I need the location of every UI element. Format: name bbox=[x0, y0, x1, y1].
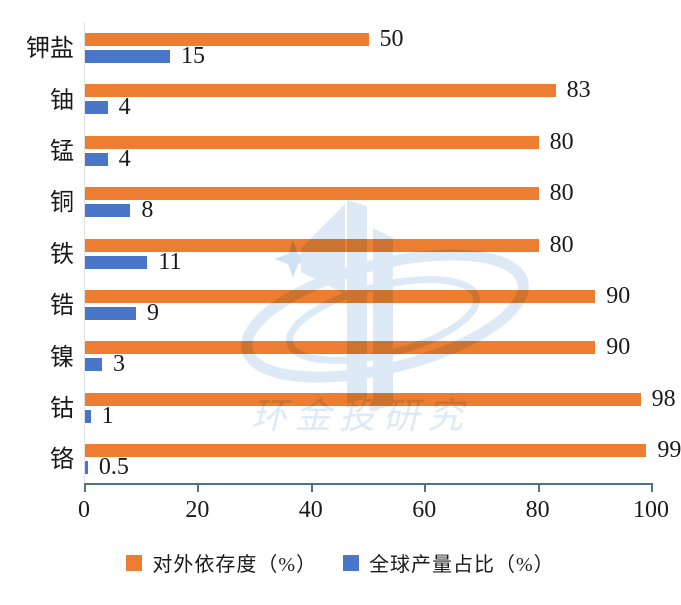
category-row: 钾盐 50 15 bbox=[0, 20, 681, 71]
legend: 对外依存度（%） 全球产量占比（%） bbox=[0, 548, 681, 577]
value-label: 98 bbox=[651, 385, 676, 412]
dependency-bar bbox=[85, 238, 539, 252]
bar-group: 80 8 bbox=[85, 174, 681, 225]
dependency-bar bbox=[85, 444, 647, 458]
production-bar bbox=[85, 50, 171, 63]
category-row: 铀 83 4 bbox=[0, 71, 681, 122]
value-label: 90 bbox=[606, 334, 631, 361]
x-axis-tick-label: 60 bbox=[412, 497, 437, 523]
value-label: 50 bbox=[379, 26, 404, 52]
production-bar bbox=[85, 101, 108, 115]
production-bar bbox=[85, 461, 88, 475]
x-axis-line bbox=[84, 483, 651, 485]
x-axis-tick bbox=[310, 483, 313, 492]
value-label: 90 bbox=[606, 282, 631, 309]
x-axis-tick-label: 40 bbox=[298, 497, 323, 523]
category-label: 铀 bbox=[50, 87, 74, 114]
category-row: 铜 80 8 bbox=[0, 174, 681, 225]
bar-group: 90 9 bbox=[85, 277, 681, 328]
legend-swatch-blue-icon bbox=[343, 554, 359, 571]
value-label: 99 bbox=[657, 437, 681, 464]
production-bar bbox=[85, 358, 102, 372]
value-label: 0.5 bbox=[98, 454, 129, 481]
production-bar bbox=[85, 152, 108, 166]
x-axis-tick bbox=[651, 483, 653, 492]
x-axis-tick bbox=[537, 483, 540, 492]
value-label: 1 bbox=[101, 402, 114, 429]
bar-group: 99 0.5 bbox=[85, 431, 681, 482]
category-axis-line bbox=[84, 22, 85, 483]
x-axis-tick bbox=[424, 483, 427, 492]
value-label: 80 bbox=[549, 231, 574, 258]
x-axis-tick bbox=[197, 483, 200, 492]
dependency-bar bbox=[85, 84, 556, 98]
bar-group: 90 3 bbox=[85, 328, 681, 379]
value-label: 15 bbox=[181, 43, 206, 69]
dependency-bar bbox=[85, 289, 596, 303]
category-label: 锆 bbox=[50, 293, 74, 320]
category-row: 锰 80 4 bbox=[0, 123, 681, 174]
dependency-bar bbox=[85, 341, 596, 355]
production-bar bbox=[85, 409, 91, 423]
category-label: 钴 bbox=[50, 395, 74, 422]
production-bar bbox=[85, 255, 148, 269]
legend-item-production: 全球产量占比（%） bbox=[343, 548, 555, 577]
value-label: 80 bbox=[549, 128, 574, 155]
value-label: 3 bbox=[113, 351, 125, 378]
dependency-bar bbox=[85, 392, 641, 406]
x-axis-tick bbox=[84, 483, 86, 492]
category-label: 铁 bbox=[50, 241, 74, 268]
legend-swatch-orange-icon bbox=[126, 554, 143, 571]
production-bar bbox=[85, 204, 131, 218]
value-label: 80 bbox=[549, 180, 574, 207]
bar-group: 80 11 bbox=[85, 226, 681, 277]
bar-group: 83 4 bbox=[85, 71, 681, 122]
category-label: 铬 bbox=[50, 447, 74, 474]
bar-group: 98 1 bbox=[85, 380, 681, 431]
dependency-bar bbox=[85, 187, 539, 201]
x-axis-tick-label: 100 bbox=[633, 497, 669, 523]
category-row: 镍 90 3 bbox=[0, 328, 681, 379]
production-bar bbox=[85, 306, 137, 320]
value-label: 8 bbox=[141, 197, 154, 224]
category-label: 镍 bbox=[50, 344, 74, 371]
category-row: 锆 90 9 bbox=[0, 277, 681, 328]
value-label: 4 bbox=[118, 145, 131, 172]
bar-group: 80 4 bbox=[85, 123, 681, 174]
category-row: 铬 99 0.5 bbox=[0, 431, 681, 482]
legend-label-dependency: 对外依存度（%） bbox=[152, 554, 317, 576]
category-row: 钴 98 1 bbox=[0, 380, 681, 431]
legend-label-production: 全球产量占比（%） bbox=[369, 554, 555, 576]
x-axis-tick-label: 20 bbox=[185, 497, 210, 523]
category-label: 铜 bbox=[50, 190, 74, 217]
value-label: 11 bbox=[158, 248, 182, 275]
value-label: 83 bbox=[566, 77, 591, 104]
x-axis-tick-label: 0 bbox=[78, 497, 90, 523]
bar-group: 50 15 bbox=[85, 20, 681, 71]
bar-rows: 钾盐 50 15 铀 83 4 锰 80 4 铜 80 8 铁 80 11 锆 90 9 镍 90 3 钴 98 1 铬 99 0.… bbox=[0, 20, 681, 483]
legend-item-dependency: 对外依存度（%） bbox=[126, 548, 317, 577]
category-row: 铁 80 11 bbox=[0, 226, 681, 277]
dependency-bar bbox=[85, 33, 369, 46]
category-label: 钾盐 bbox=[26, 36, 74, 63]
category-label: 锰 bbox=[50, 138, 74, 165]
dependency-bar bbox=[85, 135, 539, 149]
value-label: 4 bbox=[118, 94, 131, 121]
value-label: 9 bbox=[147, 299, 160, 326]
x-axis-tick-label: 80 bbox=[525, 497, 550, 523]
